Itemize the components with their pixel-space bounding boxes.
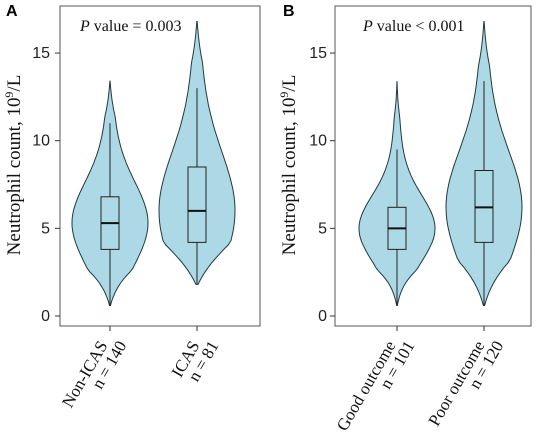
panel-b-ylabel: Neutrophil count, 109/L — [277, 75, 300, 256]
panel-b-frame — [334, 5, 532, 327]
y-tick-label: 10 — [309, 133, 327, 150]
panel-a-violins — [71, 21, 236, 306]
y-tick-label: 0 — [318, 308, 327, 325]
panel-b-yticks: 0 5 10 15 — [309, 45, 335, 325]
y-tick-label: 15 — [309, 45, 327, 62]
panel-b-violins — [358, 21, 523, 306]
panel-a-yticks: 0 5 10 15 — [32, 45, 60, 325]
y-tick-label: 15 — [32, 45, 50, 62]
panel-b-letter: B — [283, 3, 295, 20]
panel-a-ylabel: Neutrophil count, 109/L — [2, 75, 25, 256]
box-iqr — [187, 166, 207, 243]
y-tick-label: 5 — [318, 220, 327, 237]
y-tick-label: 0 — [41, 308, 50, 325]
panel-a-frame — [59, 5, 261, 327]
panel-a-pvalue: P value = 0.003 — [79, 18, 181, 35]
panel-b-pvalue: P value < 0.001 — [362, 18, 464, 35]
panel-a-letter: A — [6, 3, 18, 20]
panel-b: B P value < 0.001 Neutrophil count, 109/… — [277, 3, 532, 434]
panel-a: A P value = 0.003 Neutrophil count, 109/… — [2, 3, 261, 411]
y-tick-label: 5 — [41, 220, 50, 237]
y-tick-label: 10 — [32, 133, 50, 150]
